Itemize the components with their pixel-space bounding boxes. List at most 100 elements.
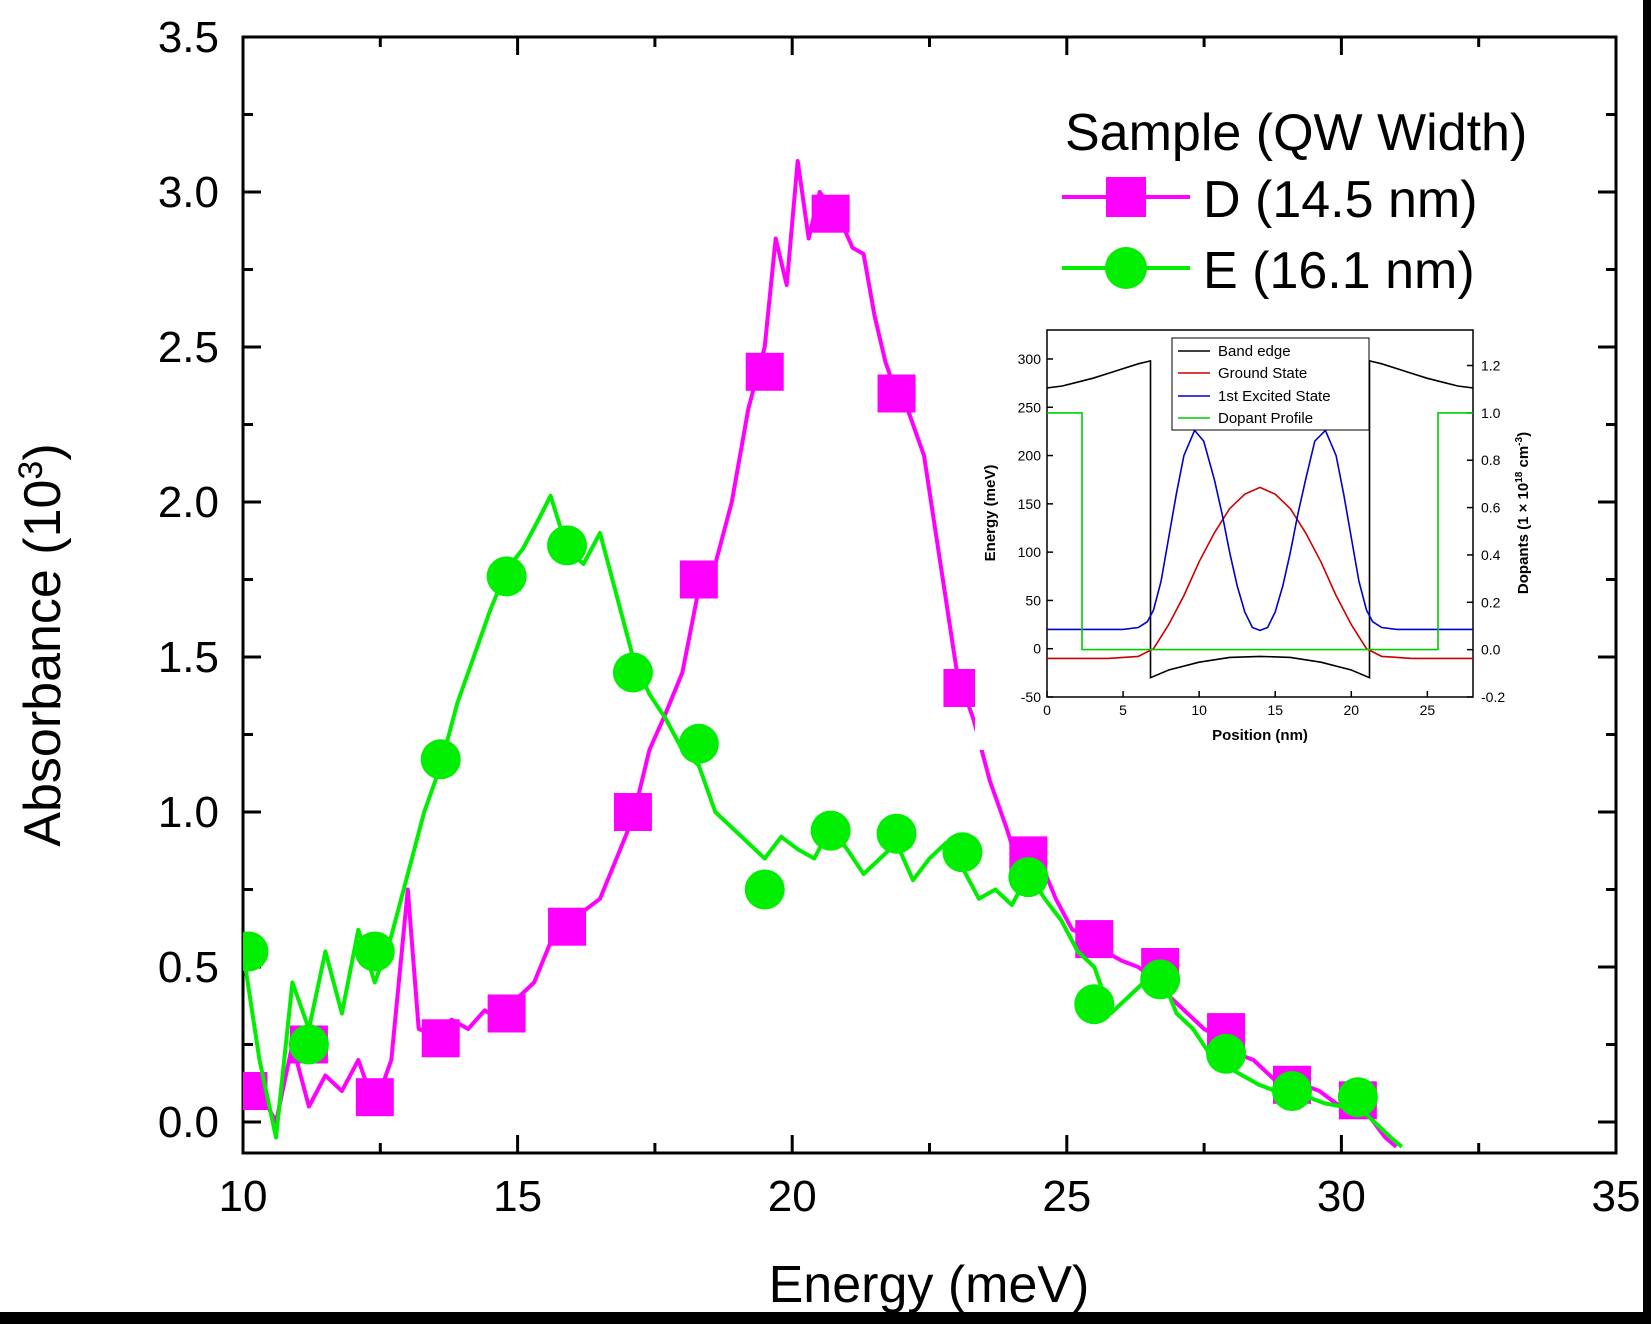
- marker-d-square: [811, 194, 850, 233]
- inset-chart: 0 5 10 15 20 25-50050100150200250300-0.20.00.…: [975, 320, 1535, 750]
- marker-e-circle: [1008, 857, 1049, 898]
- marker-d-square: [421, 1019, 460, 1058]
- x-tick-label: 20: [768, 1172, 817, 1221]
- legend-label-ground-state: Ground State: [1218, 365, 1307, 382]
- legend-label-dopant-profile: Dopant Profile: [1218, 410, 1313, 427]
- legend-marker-e-circle: [1105, 247, 1147, 289]
- main-y-axis-title: Absorbance (103): [12, 443, 72, 846]
- main-x-axis-title: Energy (meV): [769, 1256, 1090, 1314]
- inset-y2-axis-title-unit: cm: [1515, 446, 1532, 472]
- marker-d-square: [679, 560, 718, 599]
- inset-y2-axis-title-text: Dopants (1 × 10: [1515, 483, 1532, 594]
- marker-e-circle: [612, 652, 653, 693]
- marker-e-circle: [1074, 984, 1115, 1025]
- inset-y2-axis-title-exponent: 18: [1514, 471, 1525, 483]
- inset-y-tick-label: 300: [1018, 351, 1042, 367]
- inset-x-tick-label: 10: [1191, 702, 1207, 718]
- marker-e-circle: [1337, 1077, 1378, 1118]
- x-tick-label: 30: [1317, 1172, 1366, 1221]
- inset-y2-tick-label: 0.2: [1481, 594, 1501, 610]
- marker-d-square: [613, 793, 652, 831]
- x-tick-label: 25: [1042, 1172, 1091, 1221]
- inset-y2-tick-label: 1.2: [1481, 358, 1501, 374]
- main-y-axis-title-text: Absorbance (10: [14, 480, 72, 847]
- inset-ticks: 0 5 10 15 20 25-50050100150200250300-0.20.00.…: [1018, 351, 1506, 718]
- main-legend: Sample (QW Width) D (14.5 nm) E (16.1 nm…: [1062, 104, 1527, 300]
- y-tick-label: 1.0: [158, 788, 219, 837]
- y-tick-label: 1.5: [158, 633, 219, 682]
- marker-e-circle: [547, 525, 588, 566]
- inset-y2-tick-label: 0.4: [1481, 547, 1501, 563]
- inset-x-tick-label: 20: [1343, 702, 1359, 718]
- marker-e-circle: [744, 869, 785, 910]
- inset-series-line-0: [1047, 359, 1473, 679]
- y-tick-label: 0.0: [158, 1098, 219, 1147]
- inset-y-axis-title: Energy (meV): [982, 465, 999, 562]
- inset-y2-axis-title: Dopants (1 × 1018 cm-3): [1514, 432, 1532, 594]
- marker-e-circle: [486, 556, 527, 597]
- x-tick-label: 10: [219, 1172, 268, 1221]
- inset-y-tick-label: 0: [1033, 641, 1041, 657]
- legend-label-d: D (14.5 nm): [1203, 171, 1478, 229]
- series-e: [243, 493, 1404, 1149]
- marker-e-circle: [420, 739, 461, 780]
- inset-y-tick-label: 200: [1018, 448, 1042, 464]
- marker-e-circle: [678, 723, 719, 764]
- main-ticks: 10 15 20 25 30 35 0.0 0.5 1.0 1.5 2.0 2.5 3.0 3.5: [158, 13, 1641, 1221]
- marker-e-circle: [1206, 1033, 1247, 1074]
- inset-y-tick-label: -50: [1021, 689, 1041, 705]
- marker-d-square: [487, 994, 526, 1033]
- marker-e-circle: [876, 813, 917, 854]
- inset-y2-axis-title-unit-exponent: -3: [1514, 436, 1525, 445]
- inset-x-tick-label: 25: [1420, 702, 1436, 718]
- marker-d-square: [355, 1078, 394, 1117]
- marker-e-circle: [1271, 1071, 1312, 1111]
- y-tick-label: 3.5: [158, 13, 219, 62]
- inset-y2-tick-label: -0.2: [1481, 689, 1505, 705]
- inset-y2-tick-label: 0.0: [1481, 642, 1501, 658]
- inset-series-line-3: [1047, 412, 1473, 651]
- inset-x-tick-label: 5: [1119, 702, 1127, 718]
- y-tick-label: 3.0: [158, 168, 219, 217]
- inset-series: [1047, 359, 1473, 679]
- marker-e-circle: [1140, 959, 1181, 1000]
- inset-y2-tick-label: 0.8: [1481, 452, 1501, 468]
- legend-marker-d-square: [1106, 177, 1146, 217]
- inset-y2-tick-label: 1.0: [1481, 405, 1501, 421]
- marker-d-square: [877, 374, 916, 413]
- inset-plot-frame: [1046, 329, 1474, 698]
- marker-e-circle: [810, 810, 851, 851]
- inset-y-tick-label: 250: [1018, 399, 1042, 415]
- inset-series-line-2: [1047, 428, 1473, 632]
- inset-x-tick-label: 0: [1043, 702, 1051, 718]
- marker-e-circle: [243, 931, 269, 972]
- marker-e-circle: [288, 1024, 329, 1065]
- inset-y2-axis-title-close: ): [1515, 432, 1532, 437]
- legend-label-band-edge: Band edge: [1218, 343, 1291, 360]
- legend-title: Sample (QW Width): [1065, 104, 1527, 162]
- inset-legend: Band edge Ground State 1st Excited State…: [1171, 337, 1370, 431]
- marker-d-square: [745, 352, 784, 391]
- main-y-axis-title-close: ): [14, 443, 72, 460]
- x-tick-label: 15: [493, 1172, 542, 1221]
- legend-label-excited-state: 1st Excited State: [1218, 388, 1331, 405]
- marker-d-square: [548, 907, 587, 946]
- marker-e-circle: [942, 832, 983, 873]
- y-tick-label: 2.5: [158, 323, 219, 372]
- main-series: [243, 159, 1404, 1149]
- y-tick-label: 2.0: [158, 478, 219, 527]
- inset-x-axis-title: Position (nm): [1212, 727, 1308, 744]
- y-tick-label: 0.5: [158, 943, 219, 992]
- inset-x-tick-label: 15: [1267, 702, 1283, 718]
- image-right-border: [1643, 0, 1651, 1324]
- inset-y2-tick-label: 0.6: [1481, 500, 1501, 516]
- inset-y-tick-label: 50: [1025, 592, 1041, 608]
- inset-legend-box: [1171, 337, 1370, 431]
- inset-y-tick-label: 150: [1018, 496, 1042, 512]
- x-tick-label: 35: [1592, 1172, 1641, 1221]
- image-bottom-border: [0, 1312, 1651, 1324]
- main-y-axis-title-exponent: 3: [12, 461, 50, 480]
- inset-y-tick-label: 100: [1018, 544, 1042, 560]
- inset-series-line-1: [1047, 486, 1473, 660]
